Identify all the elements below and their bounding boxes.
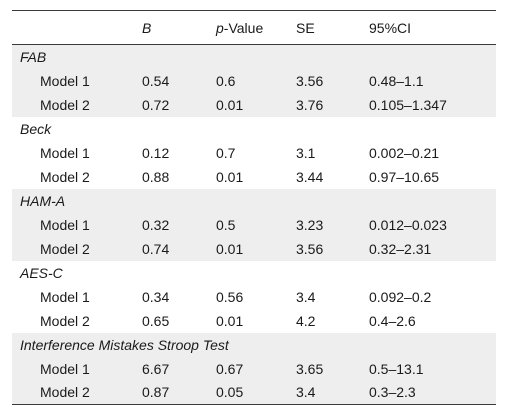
cell-b: 0.87 bbox=[142, 380, 216, 405]
table-row: Model 2 0.87 0.05 3.4 0.3–2.3 bbox=[12, 380, 496, 405]
cell-se: 3.76 bbox=[296, 96, 324, 113]
model-label: Model 2 bbox=[40, 96, 90, 113]
model-label: Model 2 bbox=[40, 240, 90, 257]
table-row: Model 1 6.67 0.67 3.65 0.5–13.1 bbox=[12, 356, 496, 381]
table-row: Model 2 0.72 0.01 3.76 0.105–1.347 bbox=[12, 92, 496, 117]
table-row: Model 2 0.74 0.01 3.56 0.32–2.31 bbox=[12, 236, 496, 261]
cell-p: 0.01 bbox=[216, 312, 244, 329]
group-label: HAM-A bbox=[20, 192, 66, 209]
cell-ci: 0.4–2.6 bbox=[369, 312, 416, 329]
cell-b: 0.12 bbox=[142, 144, 170, 161]
cell-b: 0.32 bbox=[142, 216, 170, 233]
cell-ci: 0.105–1.347 bbox=[369, 96, 447, 113]
cell-se: 3.56 bbox=[296, 72, 324, 89]
model-label: Model 2 bbox=[40, 312, 90, 329]
header-se: SE bbox=[296, 10, 369, 45]
table-row: Model 1 0.12 0.7 3.1 0.002–0.21 bbox=[12, 141, 496, 165]
header-b: B bbox=[142, 10, 216, 45]
cell-ci: 0.092–0.2 bbox=[369, 288, 432, 305]
cell-p: 0.6 bbox=[216, 72, 236, 89]
group-stroop: Interference Mistakes Stroop Test Model … bbox=[12, 332, 496, 405]
header-p-value: p-Value bbox=[216, 10, 296, 45]
cell-p: 0.56 bbox=[216, 288, 244, 305]
group-label-row: AES-C bbox=[12, 261, 496, 285]
group-label-row: Interference Mistakes Stroop Test bbox=[12, 332, 496, 357]
model-label: Model 1 bbox=[40, 144, 90, 161]
cell-p: 0.01 bbox=[216, 96, 244, 113]
cell-se: 3.4 bbox=[296, 288, 316, 305]
group-aes-c: AES-C Model 1 0.34 0.56 3.4 0.092–0.2 Mo… bbox=[12, 261, 496, 333]
cell-p: 0.01 bbox=[216, 240, 244, 257]
cell-b: 0.88 bbox=[142, 168, 170, 185]
header-ci: 95%CI bbox=[369, 10, 496, 45]
cell-se: 3.4 bbox=[296, 380, 369, 405]
cell-b: 6.67 bbox=[142, 360, 170, 377]
group-label: FAB bbox=[12, 44, 496, 69]
cell-se: 3.65 bbox=[296, 360, 324, 377]
cell-ci: 0.5–13.1 bbox=[369, 360, 424, 377]
header-p-italic: p bbox=[216, 19, 224, 36]
group-fab: FAB Model 1 0.54 0.6 3.56 0.48–1.1 Model… bbox=[12, 44, 496, 117]
model-label: Model 1 bbox=[40, 288, 90, 305]
group-beck: Beck Model 1 0.12 0.7 3.1 0.002–0.21 Mod… bbox=[12, 117, 496, 189]
header-blank bbox=[12, 10, 142, 45]
table-header: B p-Value SE 95%CI bbox=[12, 10, 496, 45]
model-label: Model 2 bbox=[40, 168, 90, 185]
table-row: Model 1 0.54 0.6 3.56 0.48–1.1 bbox=[12, 68, 496, 93]
cell-p: 0.7 bbox=[216, 144, 236, 161]
cell-se: 4.2 bbox=[296, 312, 316, 329]
table-row: Model 2 0.65 0.01 4.2 0.4–2.6 bbox=[12, 309, 496, 333]
cell-ci: 0.32–2.31 bbox=[369, 240, 432, 257]
cell-ci: 0.97–10.65 bbox=[369, 168, 440, 185]
group-label-row: Beck bbox=[12, 117, 496, 141]
model-label: Model 1 bbox=[40, 360, 90, 377]
cell-se: 3.1 bbox=[296, 144, 316, 161]
cell-p: 0.67 bbox=[216, 360, 244, 377]
table-row: Model 1 0.34 0.56 3.4 0.092–0.2 bbox=[12, 285, 496, 309]
cell-se: 3.44 bbox=[296, 168, 324, 185]
header-p-rest: -Value bbox=[223, 19, 264, 36]
cell-p: 0.05 bbox=[216, 380, 296, 405]
cell-ci: 0.002–0.21 bbox=[369, 144, 440, 161]
group-label: Beck bbox=[20, 120, 52, 137]
cell-b: 0.54 bbox=[142, 72, 170, 89]
cell-b: 0.72 bbox=[142, 96, 170, 113]
group-ham-a: HAM-A Model 1 0.32 0.5 3.23 0.012–0.023 … bbox=[12, 188, 496, 261]
model-label: Model 1 bbox=[40, 72, 90, 89]
group-label-row: HAM-A bbox=[12, 188, 496, 213]
group-label: AES-C bbox=[20, 264, 63, 281]
cell-p: 0.5 bbox=[216, 216, 236, 233]
cell-ci: 0.48–1.1 bbox=[369, 72, 424, 89]
cell-se: 3.23 bbox=[296, 216, 324, 233]
cell-b: 0.65 bbox=[142, 312, 170, 329]
cell-p: 0.01 bbox=[216, 168, 244, 185]
group-label-row: FAB bbox=[12, 44, 496, 69]
regression-table-container: B p-Value SE 95%CI FAB Model 1 0.54 0.6 … bbox=[12, 10, 496, 405]
cell-ci: 0.012–0.023 bbox=[369, 216, 447, 233]
cell-b: 0.34 bbox=[142, 288, 170, 305]
model-label: Model 2 bbox=[12, 380, 142, 405]
cell-ci: 0.3–2.3 bbox=[369, 380, 496, 405]
regression-table: B p-Value SE 95%CI FAB Model 1 0.54 0.6 … bbox=[12, 10, 496, 405]
table-row: Model 2 0.88 0.01 3.44 0.97–10.65 bbox=[12, 165, 496, 189]
cell-b: 0.74 bbox=[142, 240, 170, 257]
group-label: Interference Mistakes Stroop Test bbox=[20, 336, 229, 353]
model-label: Model 1 bbox=[40, 216, 90, 233]
cell-se: 3.56 bbox=[296, 240, 324, 257]
table-row: Model 1 0.32 0.5 3.23 0.012–0.023 bbox=[12, 212, 496, 237]
header-row: B p-Value SE 95%CI bbox=[12, 10, 496, 45]
